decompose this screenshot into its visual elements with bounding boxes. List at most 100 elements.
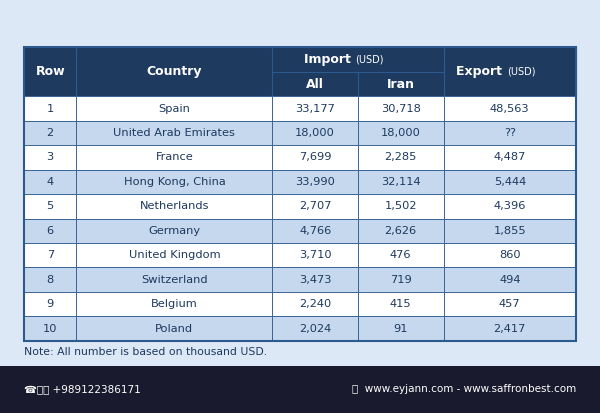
Bar (272, 243, 358, 268)
Bar (24, 316, 76, 341)
Text: 2,417: 2,417 (494, 323, 526, 334)
Text: 3,473: 3,473 (299, 275, 331, 285)
Bar (443, 218, 576, 243)
Bar (358, 170, 443, 194)
Bar (358, 72, 443, 96)
Bar (358, 121, 443, 145)
Text: 860: 860 (499, 250, 521, 260)
Text: 18,000: 18,000 (295, 128, 335, 138)
Bar (272, 194, 358, 218)
Text: 5,444: 5,444 (494, 177, 526, 187)
Text: 3,710: 3,710 (299, 250, 331, 260)
Text: 719: 719 (390, 275, 412, 285)
Bar (0, 366, 600, 413)
Text: 494: 494 (499, 275, 521, 285)
Text: All: All (306, 78, 324, 90)
Bar (76, 96, 272, 121)
Bar (358, 268, 443, 292)
Bar (443, 145, 576, 170)
Text: 91: 91 (394, 323, 408, 334)
Bar (358, 145, 443, 170)
Bar (272, 145, 358, 170)
Bar (443, 292, 576, 316)
Text: Note: All number is based on thousand USD.: Note: All number is based on thousand US… (24, 347, 267, 357)
Text: Export: Export (457, 65, 507, 78)
Text: ☎ⓊⓈ +989122386171: ☎ⓊⓈ +989122386171 (24, 384, 141, 394)
Text: France: France (155, 152, 193, 162)
Bar (443, 268, 576, 292)
Text: 2,024: 2,024 (299, 323, 331, 334)
Text: (USD): (USD) (355, 55, 383, 65)
Bar (358, 96, 443, 121)
Text: 48,563: 48,563 (490, 104, 530, 114)
Bar (76, 47, 272, 96)
Text: ??: ?? (504, 128, 516, 138)
Bar (272, 268, 358, 292)
Bar (24, 47, 76, 96)
Bar (76, 218, 272, 243)
Bar (24, 121, 76, 145)
Bar (24, 218, 76, 243)
Text: 2,707: 2,707 (299, 201, 331, 211)
Text: Switzerland: Switzerland (141, 275, 208, 285)
Text: 7: 7 (47, 250, 54, 260)
Text: 18,000: 18,000 (381, 128, 421, 138)
Text: 4,487: 4,487 (494, 152, 526, 162)
Text: 476: 476 (390, 250, 412, 260)
Text: 2,626: 2,626 (385, 226, 417, 236)
Bar (272, 72, 358, 96)
Text: Germany: Germany (148, 226, 200, 236)
Bar (24, 170, 76, 194)
Bar (443, 121, 576, 145)
Text: 4,766: 4,766 (299, 226, 331, 236)
Text: United Kingdom: United Kingdom (128, 250, 220, 260)
Bar (272, 292, 358, 316)
Text: 32,114: 32,114 (381, 177, 421, 187)
Text: 2,285: 2,285 (385, 152, 417, 162)
Text: (USD): (USD) (507, 67, 535, 77)
Bar (76, 170, 272, 194)
Text: 8: 8 (47, 275, 54, 285)
Text: 2,240: 2,240 (299, 299, 331, 309)
Bar (443, 170, 576, 194)
Bar (76, 292, 272, 316)
Text: Spain: Spain (158, 104, 190, 114)
Bar (76, 316, 272, 341)
Bar (358, 194, 443, 218)
Text: 1: 1 (47, 104, 54, 114)
Text: 415: 415 (390, 299, 412, 309)
Bar (272, 170, 358, 194)
Text: Belgium: Belgium (151, 299, 198, 309)
Text: 1,502: 1,502 (385, 201, 417, 211)
Text: Iran: Iran (387, 78, 415, 90)
Text: 30,718: 30,718 (381, 104, 421, 114)
Text: Netherlands: Netherlands (140, 201, 209, 211)
Bar (76, 243, 272, 268)
Text: 4,396: 4,396 (494, 201, 526, 211)
Bar (272, 218, 358, 243)
Bar (24, 96, 76, 121)
Text: Row: Row (35, 65, 65, 78)
Bar (358, 243, 443, 268)
Bar (24, 268, 76, 292)
Bar (272, 96, 358, 121)
Text: 457: 457 (499, 299, 521, 309)
Bar (76, 268, 272, 292)
Bar (76, 194, 272, 218)
Text: 6: 6 (47, 226, 54, 236)
Bar (358, 292, 443, 316)
Text: 5: 5 (47, 201, 54, 211)
Text: 7,699: 7,699 (299, 152, 331, 162)
Bar (24, 194, 76, 218)
Bar (24, 145, 76, 170)
Text: 4: 4 (47, 177, 54, 187)
Bar (24, 292, 76, 316)
Bar (443, 47, 576, 96)
Text: United Arab Emirates: United Arab Emirates (113, 128, 235, 138)
Text: Import: Import (304, 53, 355, 66)
Bar (24, 47, 576, 341)
Bar (76, 121, 272, 145)
Text: Country: Country (146, 65, 202, 78)
Bar (24, 243, 76, 268)
Bar (358, 316, 443, 341)
